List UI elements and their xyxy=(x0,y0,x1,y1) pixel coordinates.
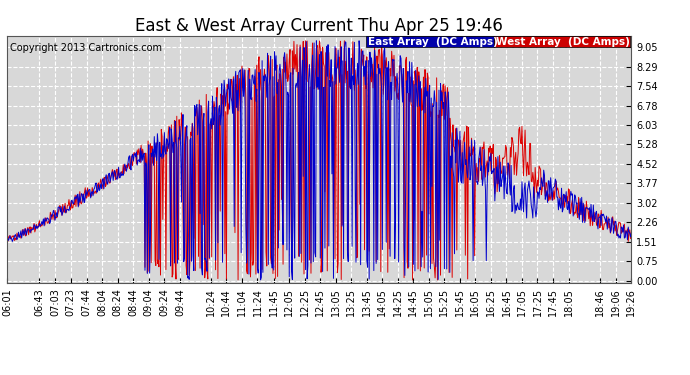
Text: Copyright 2013 Cartronics.com: Copyright 2013 Cartronics.com xyxy=(10,43,162,53)
FancyBboxPatch shape xyxy=(366,36,494,47)
Text: East Array  (DC Amps): East Array (DC Amps) xyxy=(368,37,497,46)
FancyBboxPatch shape xyxy=(494,36,630,47)
Title: East & West Array Current Thu Apr 25 19:46: East & West Array Current Thu Apr 25 19:… xyxy=(135,18,503,36)
Text: West Array  (DC Amps): West Array (DC Amps) xyxy=(496,37,630,46)
